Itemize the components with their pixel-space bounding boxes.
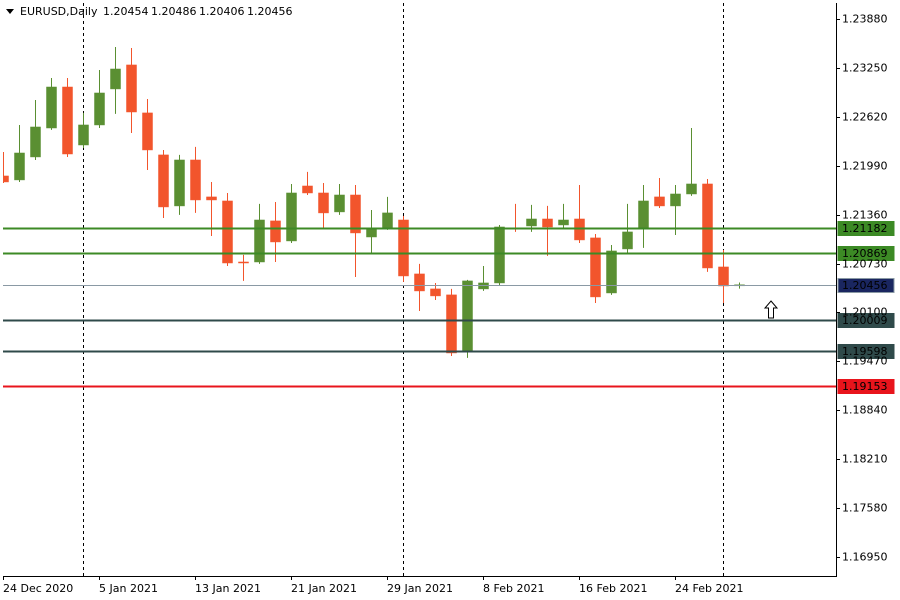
candle-body [206,196,217,201]
candle-body [62,86,73,155]
price-label: 1.20869 [842,247,888,260]
candle-body [382,212,393,229]
candle-body [126,64,137,113]
candle-body [142,112,153,151]
up-arrow-icon [763,300,779,319]
candle-body [446,294,457,354]
header-triangle [6,9,14,14]
candle-body [238,261,249,264]
y-tick-label: 1.20100 [842,306,888,319]
x-tick-label: 21 Jan 2021 [291,582,357,595]
candle-body [366,228,377,238]
candle-body [302,185,313,194]
chart-header: EURUSD,Daily 1.20454 1.20486 1.20406 1.2… [6,5,293,18]
y-tick-label: 1.21360 [842,209,888,222]
arrow-shape [763,300,779,319]
price-label: 1.20456 [842,279,888,292]
candle-body [190,159,201,201]
y-tick-label: 1.16950 [842,551,888,564]
price-label: 1.21182 [842,222,888,235]
candle-body [638,200,649,229]
price-label-bg [837,313,895,328]
candle-body [590,237,601,298]
price-label-bg [837,379,895,394]
price-label: 1.19153 [842,380,888,393]
y-tick-label: 1.22620 [842,111,888,124]
candle-body [158,154,169,208]
x-tick-label: 24 Dec 2020 [3,582,73,595]
candle-body [46,86,57,129]
x-tick-label: 8 Feb 2021 [483,582,544,595]
candle-body [654,196,665,207]
candle-body [3,175,9,183]
y-tick-label: 1.20730 [842,258,888,271]
header-low: 1.20406 [199,5,245,18]
y-tick-label: 1.17580 [842,502,888,515]
axis-frame [3,3,837,577]
price-label: 1.20009 [842,314,888,327]
candle-body [270,220,281,243]
y-tick-label: 1.23250 [842,62,888,75]
price-label-bg [837,278,895,293]
candle-body [78,124,89,146]
candle-body [94,92,105,126]
price-label-bg [837,344,895,359]
x-tick-label: 16 Feb 2021 [579,582,647,595]
x-tick-label: 29 Jan 2021 [387,582,453,595]
candle-body [286,192,297,242]
candle-body [334,194,345,213]
plot-area [3,46,745,358]
candle-body [398,219,409,277]
price-label-bg [837,246,895,261]
price-label: 1.19598 [842,345,888,358]
candle-body [174,159,185,207]
candle-body [30,126,41,158]
candle-body [318,192,329,214]
candle-body [430,288,441,297]
y-tick-label: 1.18210 [842,453,888,466]
candle-body [462,280,473,353]
candle-body [622,231,633,250]
overlay: 1.21182 1.20869 1.20009 1.19598 1.19153 1.204… [3,221,895,394]
x-tick-label: 13 Jan 2021 [195,582,261,595]
y-tick-label: 1.18840 [842,404,888,417]
y-tick-label: 1.21990 [842,160,888,173]
candle-body [526,218,537,227]
candle-body [254,219,265,263]
candle-body [558,219,569,226]
header-open: 1.20454 [103,5,149,18]
candle-body [14,152,25,181]
header-close: 1.20456 [247,5,293,18]
candle-body [606,250,617,294]
candle-body [222,200,233,264]
price-label-bg [837,221,895,236]
candle-body [702,183,713,269]
symbol: EURUSD,Daily [20,5,98,18]
y-tick-label: 1.19470 [842,355,888,368]
y-tick-label: 1.23880 [842,13,888,26]
x-tick-label: 24 Feb 2021 [675,582,743,595]
x-tick-label: 5 Jan 2021 [99,582,158,595]
candle-body [542,218,553,228]
candle-body [686,183,697,195]
candle-body [494,226,505,284]
candle-body [718,266,729,287]
candle-body [110,68,121,90]
candle-body [670,193,681,207]
candle-body [350,194,361,234]
header-high: 1.20486 [151,5,197,18]
candle-body [414,273,425,292]
